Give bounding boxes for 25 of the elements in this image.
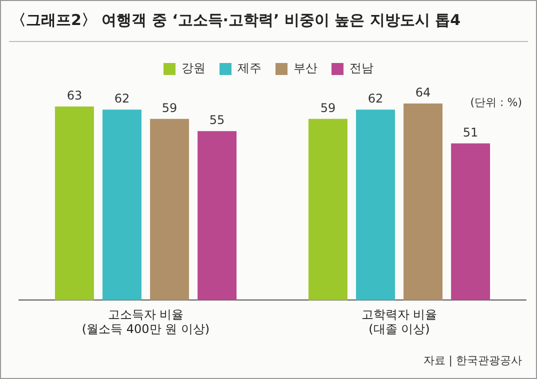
data-label: 62 [368, 92, 384, 106]
bar [356, 110, 395, 300]
data-label: 59 [320, 100, 336, 115]
legend-label: 전남 [350, 61, 374, 76]
chart-title: 〈그래프2〉 여행객 중 ‘고소득·고학력’ 비중이 높은 지방도시 톱4 [11, 11, 461, 30]
data-label: 63 [66, 88, 82, 103]
bar [404, 103, 443, 300]
bar [102, 110, 142, 300]
bar [198, 131, 237, 300]
text: 자료 | 한국관광공사 [423, 353, 522, 368]
x-tick-label: 고학력자 비율 (대졸 이상) [361, 308, 438, 336]
x-tick-label: 고소득자 비율 (월소득 400만 원 이상) [82, 308, 210, 336]
bar [308, 118, 348, 300]
bar [451, 143, 490, 300]
bar [150, 118, 190, 300]
annotation: (단위 : %) [470, 95, 522, 110]
legend-label: 강원 [182, 61, 206, 76]
data-label: 64 [415, 86, 431, 100]
legend-label: 부산 [294, 61, 318, 76]
data-label: 59 [162, 100, 178, 115]
data-label: 51 [462, 126, 478, 140]
legend-label: 제주 [238, 61, 262, 76]
bar [54, 106, 94, 300]
data-label: 55 [209, 113, 225, 128]
data-label: 62 [114, 92, 130, 106]
